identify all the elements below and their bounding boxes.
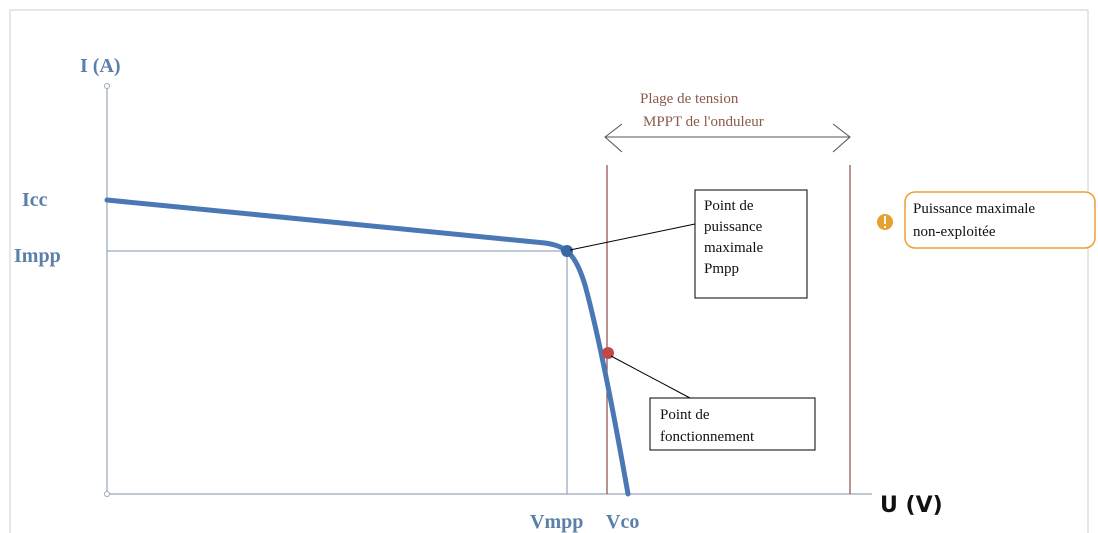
- callout-text: puissance: [704, 219, 763, 235]
- x-tick-label: Vco: [606, 511, 639, 533]
- callout-text: maximale: [704, 240, 763, 256]
- axis-end: [104, 83, 110, 89]
- axis-origin: [104, 491, 110, 497]
- range-label: Plage de tension: [640, 91, 739, 107]
- y-tick-label: Icc: [22, 189, 48, 211]
- y-axis-label: I (A): [80, 55, 121, 77]
- callout-text: Point de: [704, 198, 754, 214]
- y-tick-label: Impp: [14, 245, 61, 267]
- arrow-head: [604, 123, 623, 153]
- callout-text: Pmpp: [704, 261, 739, 277]
- callout-text: fonctionnement: [660, 429, 755, 445]
- warning-icon-mark: [884, 216, 886, 224]
- iv-curve: [104, 197, 631, 497]
- callout-line: [569, 223, 696, 251]
- callout-box: [649, 397, 816, 451]
- callout-text: Puissance maximale: [913, 201, 1035, 217]
- frame: [9, 9, 1089, 533]
- callout-text: non-exploitée: [913, 224, 996, 240]
- x-tick-label: Vmpp: [530, 511, 583, 533]
- x-axis-label: U (V): [880, 493, 943, 518]
- mpp-point: [561, 245, 573, 257]
- callout-box: [694, 189, 808, 299]
- callout-text: Point de: [660, 407, 710, 423]
- arrow-head: [832, 123, 851, 153]
- callout-line: [610, 355, 691, 399]
- warning-icon-mark: [884, 226, 886, 228]
- callout-box: [904, 191, 1096, 249]
- range-label: MPPT de l'onduleur: [643, 114, 764, 130]
